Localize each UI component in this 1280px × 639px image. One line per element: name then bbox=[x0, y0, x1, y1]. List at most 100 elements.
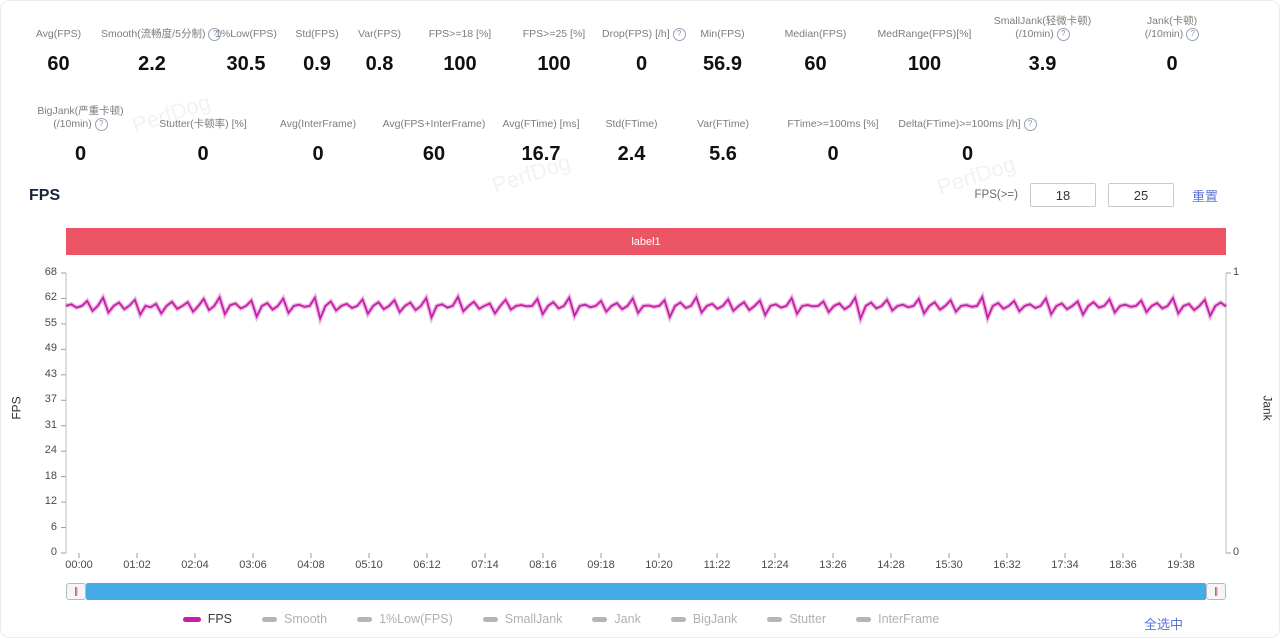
x-tick-label: 07:14 bbox=[471, 559, 499, 571]
legend-label: Jank bbox=[614, 612, 641, 626]
x-tick-label: 06:12 bbox=[413, 559, 441, 571]
legend-item-jank[interactable]: Jank bbox=[592, 612, 641, 626]
legend-item-smooth[interactable]: Smooth bbox=[262, 612, 327, 626]
stat-label-text: Jank(卡顿) bbox=[1146, 15, 1198, 27]
fps-chart-plot-area[interactable] bbox=[66, 273, 1226, 553]
stat-value: 0 bbox=[197, 143, 209, 165]
stat-label: Var(FTime) bbox=[674, 97, 772, 131]
info-icon[interactable]: ? bbox=[1186, 28, 1200, 41]
x-tick-label: 17:34 bbox=[1051, 559, 1079, 571]
stat-value: 0 bbox=[1166, 53, 1178, 75]
legend-item-1-low-fps-[interactable]: 1%Low(FPS) bbox=[357, 612, 453, 626]
fps-threshold-input-1[interactable] bbox=[1029, 183, 1096, 207]
stat-item: Avg(FPS+InterFrame) 60 bbox=[375, 97, 493, 166]
stat-item: Stutter(卡顿率) [%] 0 bbox=[145, 97, 261, 166]
stat-label: MedRange(FPS)[%] bbox=[867, 7, 982, 41]
x-tick-label: 12:24 bbox=[761, 559, 789, 571]
stat-value: 60 bbox=[47, 53, 70, 75]
stat-label: Smooth(流畅度/5分制)? bbox=[101, 7, 222, 41]
stat-label-line: FPS>=25 [%] bbox=[506, 28, 602, 41]
stat-label: Std(FPS) bbox=[289, 7, 345, 41]
y-tick-label: 18 bbox=[44, 469, 57, 482]
stat-label: SmallJank(轻微卡顿) (/10min)? bbox=[982, 7, 1103, 41]
stat-label-text: Var(FTime) bbox=[697, 118, 749, 130]
stat-label: Var(FPS) bbox=[345, 7, 414, 41]
info-icon[interactable]: ? bbox=[1056, 28, 1070, 41]
stat-label-text: Avg(FPS+InterFrame) bbox=[382, 118, 486, 130]
fps-threshold-input-2[interactable] bbox=[1107, 183, 1174, 207]
info-icon[interactable]: ? bbox=[672, 28, 686, 41]
stat-label: BigJank(严重卡顿) (/10min)? bbox=[16, 97, 145, 131]
stat-label-text: (/10min) bbox=[53, 118, 92, 130]
stat-label: Std(FTime) bbox=[589, 97, 674, 131]
select-all-button[interactable]: 全选中 bbox=[1144, 617, 1184, 632]
legend-item-interframe[interactable]: InterFrame bbox=[856, 612, 939, 626]
y-tick-label: 6 bbox=[50, 520, 57, 533]
stat-value: 0.8 bbox=[365, 53, 394, 75]
stat-label-line: Std(FPS) bbox=[289, 28, 345, 41]
stats-row-2: BigJank(严重卡顿) (/10min)? 0 Stutter(卡顿率) [%] 0… bbox=[16, 97, 1041, 166]
y-tick-label: 43 bbox=[44, 367, 57, 380]
legend-swatch-icon bbox=[767, 616, 783, 622]
stat-value: 30.5 bbox=[226, 53, 266, 75]
time-range-scrollbar[interactable]: ∥ ∥ bbox=[66, 583, 1226, 600]
stat-value: 100 bbox=[907, 53, 942, 75]
stat-label-line: Var(FPS) bbox=[345, 28, 414, 41]
stat-value: 0 bbox=[827, 143, 839, 165]
stat-label-text: Avg(FPS) bbox=[35, 28, 82, 40]
stat-item: 1%Low(FPS) 30.5 bbox=[203, 7, 289, 76]
stat-value: 0 bbox=[635, 53, 648, 75]
stat-item: Var(FPS) 0.8 bbox=[345, 7, 414, 76]
stat-label: Avg(InterFrame) bbox=[261, 97, 375, 131]
stat-value: 0 bbox=[312, 143, 324, 165]
stat-label-text: Avg(FTime) [ms] bbox=[502, 118, 580, 130]
stat-label-line: Stutter(卡顿率) [%] bbox=[145, 118, 261, 131]
legend-label: InterFrame bbox=[878, 612, 940, 626]
stat-item: Std(FPS) 0.9 bbox=[289, 7, 345, 76]
scrollbar-right-handle[interactable]: ∥ bbox=[1206, 583, 1226, 600]
stat-item: Avg(FTime) [ms] 16.7 bbox=[493, 97, 589, 166]
legend-item-smalljank[interactable]: SmallJank bbox=[482, 612, 562, 626]
x-tick-label: 08:16 bbox=[529, 559, 557, 571]
y-tick-label: 37 bbox=[44, 393, 57, 406]
stat-label-line: FTime>=100ms [%] bbox=[772, 118, 894, 131]
legend-swatch-icon bbox=[357, 616, 373, 622]
stat-label-line: Avg(FPS+InterFrame) bbox=[375, 118, 493, 131]
legend-label: BigJank bbox=[692, 612, 738, 626]
legend-label: Smooth bbox=[284, 612, 328, 626]
legend-label: Stutter bbox=[789, 612, 827, 626]
stat-value: 60 bbox=[422, 143, 446, 165]
info-icon[interactable]: ? bbox=[1023, 118, 1037, 131]
legend-item-stutter[interactable]: Stutter bbox=[767, 612, 826, 626]
stat-value: 2.4 bbox=[617, 143, 646, 165]
info-icon[interactable]: ? bbox=[208, 28, 222, 41]
stat-label-text: (/10min) bbox=[1015, 28, 1054, 40]
label-banner-text: label1 bbox=[631, 235, 661, 248]
stat-label: Delta(FTime)>=100ms [/h]? bbox=[894, 97, 1041, 131]
x-tick-label: 09:18 bbox=[587, 559, 615, 571]
legend-item-bigjank[interactable]: BigJank bbox=[670, 612, 738, 626]
scrollbar-left-handle[interactable]: ∥ bbox=[66, 583, 86, 600]
legend-label: FPS bbox=[207, 612, 233, 626]
stat-label-line: Std(FTime) bbox=[589, 118, 674, 131]
stat-label-line: Avg(FPS) bbox=[16, 28, 101, 41]
legend-swatch-icon bbox=[670, 616, 686, 622]
stat-label: Stutter(卡顿率) [%] bbox=[145, 97, 261, 131]
legend-item-fps[interactable]: FPS bbox=[182, 612, 233, 626]
legend-swatch-icon bbox=[592, 616, 608, 622]
stat-item: SmallJank(轻微卡顿) (/10min)? 3.9 bbox=[982, 7, 1103, 76]
info-icon[interactable]: ? bbox=[94, 118, 108, 131]
stat-label: 1%Low(FPS) bbox=[203, 7, 289, 41]
scrollbar-bar[interactable] bbox=[86, 583, 1206, 600]
stat-value: 0.9 bbox=[303, 53, 331, 75]
jank-axis-title: Jank bbox=[1260, 395, 1275, 421]
reset-button[interactable]: 重置 bbox=[1186, 185, 1224, 206]
x-tick-label: 11:22 bbox=[703, 559, 731, 571]
stat-label-text: 1%Low(FPS) bbox=[215, 28, 277, 40]
stat-item: Var(FTime) 5.6 bbox=[674, 97, 772, 166]
x-tick-label: 04:08 bbox=[297, 559, 325, 571]
stat-value: 100 bbox=[537, 53, 571, 75]
x-tick-label: 16:32 bbox=[993, 559, 1021, 571]
stat-label: FPS>=25 [%] bbox=[506, 7, 602, 41]
stat-label: FTime>=100ms [%] bbox=[772, 97, 894, 131]
